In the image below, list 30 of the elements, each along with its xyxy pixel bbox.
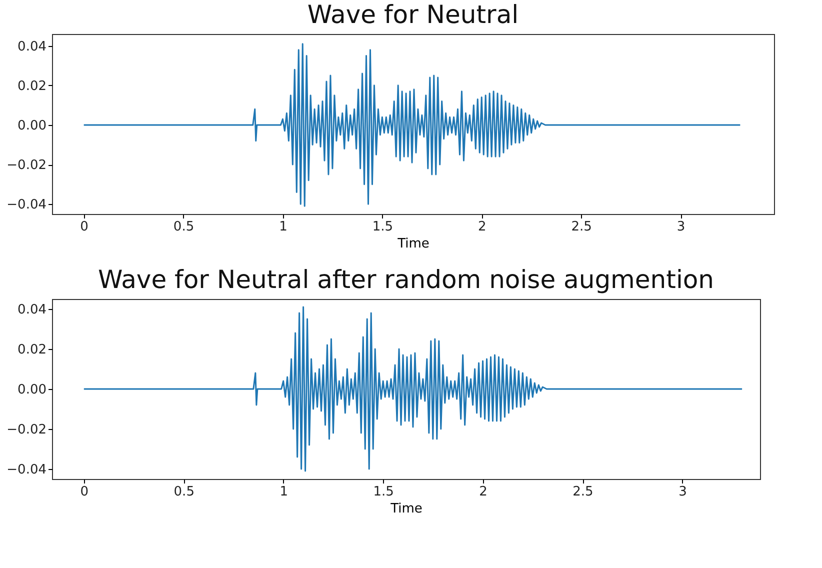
- x-tick-label: 0.5: [174, 484, 194, 500]
- y-tick-label: 0.02: [18, 78, 46, 94]
- y-tick-label: 0.04: [18, 302, 46, 318]
- y-tick-label: −0.02: [6, 158, 46, 174]
- x-tick-label: 0: [80, 220, 88, 234]
- x-tick-label: 2.5: [571, 220, 592, 234]
- x-tick-label: 2: [478, 220, 486, 234]
- chart-title: Wave for Neutral: [307, 0, 519, 29]
- x-tick-label: 1.5: [373, 484, 394, 500]
- y-tick-label: 0.00: [18, 382, 46, 398]
- chart-title: Wave for Neutral after random noise augmention: [98, 265, 714, 294]
- x-tick-label: 3: [676, 220, 686, 234]
- y-tick-label: 0.00: [18, 118, 46, 134]
- y-tick-label: −0.02: [6, 422, 46, 438]
- x-tick-label: 0.5: [173, 220, 194, 234]
- y-tick-label: 0.02: [18, 342, 46, 358]
- line-series: [83, 306, 743, 472]
- x-tick-label: 1.5: [372, 220, 394, 234]
- y-tick-label: 0.04: [18, 39, 46, 54]
- x-tick-label: 2.5: [572, 484, 594, 500]
- line-series: [83, 43, 741, 207]
- x-axis-title: Time: [390, 502, 422, 516]
- x-tick-label: 3: [678, 484, 687, 500]
- x-tick-label: 0: [80, 484, 89, 500]
- x-tick-label: 1: [280, 484, 288, 500]
- x-axis-title: Time: [396, 236, 430, 252]
- y-tick-label: −0.04: [6, 198, 46, 213]
- x-tick-label: 2: [479, 484, 488, 500]
- y-tick-label: −0.04: [6, 462, 46, 478]
- x-tick-label: 1: [279, 220, 288, 234]
